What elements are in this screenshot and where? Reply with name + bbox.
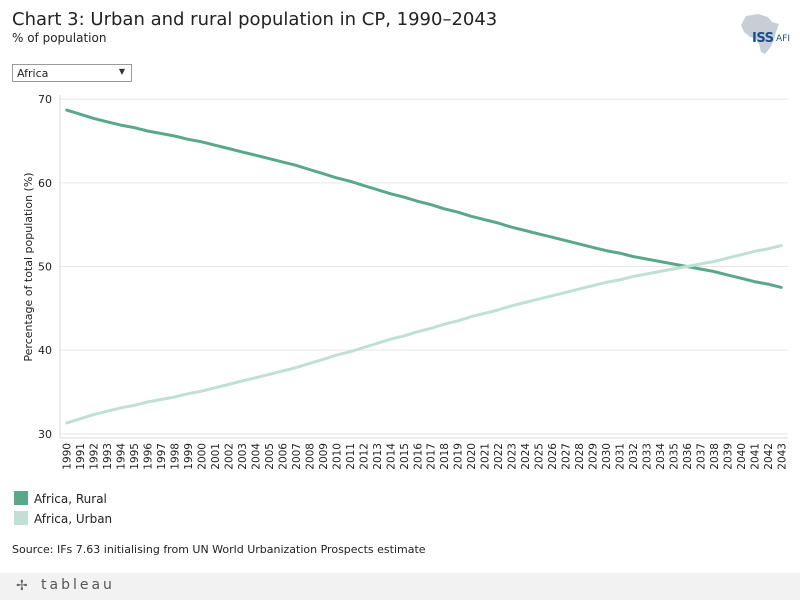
x-tick-label: 1995 <box>129 443 141 470</box>
x-tick-label: 2021 <box>480 443 492 470</box>
source-note: Source: IFs 7.63 initialising from UN Wo… <box>12 543 426 556</box>
x-tick-label: 2024 <box>520 443 532 470</box>
x-tick-label: 2028 <box>574 443 586 470</box>
x-tick-label: 2029 <box>588 443 600 470</box>
logo-text: ISS <box>752 31 774 46</box>
x-tick-label: 1999 <box>183 443 195 470</box>
x-tick-label: 1996 <box>143 443 155 470</box>
x-tick-label: 2001 <box>210 443 222 470</box>
y-tick-label: 60 <box>38 177 52 190</box>
region-filter-dropdown[interactable]: Africa ▼ <box>12 64 132 82</box>
x-tick-label: 2006 <box>277 443 289 470</box>
x-tick-label: 2023 <box>507 443 519 470</box>
tableau-plus-icon[interactable]: ✢ <box>16 578 28 594</box>
x-tick-label: 2034 <box>655 443 667 470</box>
legend-swatch-urban <box>14 511 28 525</box>
legend-swatch-rural <box>14 491 28 505</box>
x-tick-label: 2040 <box>736 443 748 470</box>
x-tick-label: 1998 <box>170 443 182 470</box>
x-tick-label: 2041 <box>749 443 761 470</box>
x-tick-label: 1991 <box>75 443 87 470</box>
x-tick-label: 1992 <box>89 443 101 470</box>
x-tick-label: 1997 <box>156 443 168 470</box>
x-tick-label: 2038 <box>709 443 721 470</box>
series-line-rural[interactable] <box>65 108 783 289</box>
tableau-footer: ✢ tableau <box>0 573 800 600</box>
y-tick-label: 30 <box>38 428 52 441</box>
x-tick-label: 2027 <box>561 443 573 470</box>
x-tick-label: 2003 <box>237 443 249 470</box>
x-tick-label: 2030 <box>601 443 613 470</box>
x-tick-labels: 1990 1991 1992 1993 1994 1995 1996 1997 1998 1999… <box>62 443 789 470</box>
y-axis-label: Percentage of total population (%) <box>22 172 35 361</box>
x-tick-label: 2020 <box>466 443 478 470</box>
x-tick-label: 2012 <box>358 443 370 470</box>
x-tick-label: 2004 <box>250 443 262 470</box>
x-tick-label: 1990 <box>62 443 74 470</box>
x-tick-label: 2025 <box>534 443 546 470</box>
tableau-brand[interactable]: tableau <box>41 577 115 593</box>
y-tick-label: 50 <box>38 261 52 274</box>
x-tick-label: 2009 <box>318 443 330 470</box>
grid-lines <box>60 98 788 435</box>
x-tick-label: 2007 <box>291 443 303 470</box>
y-tick-label: 40 <box>38 344 52 357</box>
region-filter-value: Africa <box>17 67 49 80</box>
x-tick-label: 2032 <box>628 443 640 470</box>
series-lines <box>65 108 783 425</box>
y-tick-labels: 30 40 50 60 70 <box>38 93 52 441</box>
x-tick-label: 2011 <box>345 443 357 470</box>
x-tick-label: 2010 <box>331 443 343 470</box>
x-tick-label: 2035 <box>668 443 680 470</box>
x-tick-label: 1994 <box>116 443 128 470</box>
x-tick-label: 2019 <box>453 443 465 470</box>
x-tick-label: 2005 <box>264 443 276 470</box>
x-tick-label: 2002 <box>224 443 236 470</box>
x-tick-label: 2018 <box>439 443 451 470</box>
x-tick-label: 2016 <box>412 443 424 470</box>
x-tick-label: 2037 <box>695 443 707 470</box>
africa-map-icon <box>741 14 779 54</box>
series-line-urban[interactable] <box>65 244 783 425</box>
logo-subtext: AFI <box>776 34 790 44</box>
x-tick-label: 2000 <box>197 443 209 470</box>
x-tick-label: 2042 <box>763 443 775 470</box>
chart-title: Chart 3: Urban and rural population in C… <box>12 9 498 30</box>
y-tick-label: 70 <box>38 93 52 106</box>
x-tick-label: 2033 <box>641 443 653 470</box>
x-tick-label: 1993 <box>102 443 114 470</box>
legend-label-rural: Africa, Rural <box>34 492 107 506</box>
chart-subtitle: % of population <box>12 31 107 45</box>
x-tick-label: 2013 <box>372 443 384 470</box>
dropdown-arrow-icon: ▼ <box>118 67 125 76</box>
iss-logo: ISS AFI <box>724 10 800 58</box>
x-tick-label: 2017 <box>426 443 438 470</box>
x-tick-label: 2014 <box>385 443 397 470</box>
x-tick-label: 2022 <box>493 443 505 470</box>
legend-label-urban: Africa, Urban <box>34 512 113 526</box>
x-tick-label: 2039 <box>722 443 734 470</box>
x-tick-label: 2031 <box>614 443 626 470</box>
x-tick-label: 2043 <box>776 443 788 470</box>
x-tick-label: 2036 <box>682 443 694 470</box>
x-tick-label: 2026 <box>547 443 559 470</box>
x-tick-label: 2008 <box>304 443 316 470</box>
x-tick-label: 2015 <box>399 443 411 470</box>
